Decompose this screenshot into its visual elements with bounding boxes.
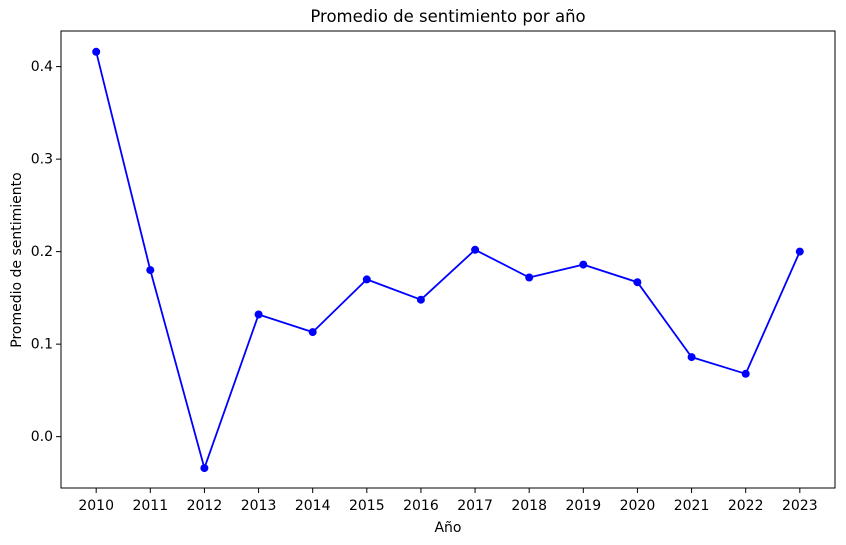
x-tick-label: 2022 [728,498,764,514]
y-tick-label: 0.3 [31,152,53,168]
data-point [254,310,263,319]
x-tick-label: 2012 [187,498,223,514]
x-tick-label: 2018 [511,498,547,514]
x-tick-label: 2020 [620,498,656,514]
x-axis-label: Año [434,520,461,536]
x-tick-label: 2016 [403,498,439,514]
data-line [95,50,801,470]
data-point [146,266,155,275]
y-tick-label: 0.1 [31,337,53,353]
data-point [416,295,425,304]
x-tick-label: 2014 [295,498,331,514]
data-point [308,328,317,337]
y-axis-label: Promedio de sentimiento [9,172,25,347]
data-point [687,353,696,362]
chart-title: Promedio de sentimiento por año [310,7,585,26]
y-tick-label: 0.0 [31,429,53,445]
data-point [200,464,209,473]
x-tick-label: 2021 [674,498,710,514]
y-tick-label: 0.4 [31,59,53,75]
x-tick-label: 2015 [349,498,385,514]
plot-area [60,30,836,489]
data-point [579,260,588,269]
axis-tick-labels: 2010 2011 2012 2013 2014 2015 2016 2017 2018 2019… [31,59,818,514]
data-point [525,273,534,282]
x-tick-label: 2023 [782,498,818,514]
x-tick-label: 2013 [241,498,277,514]
x-tick-label: 2010 [78,498,114,514]
axis-ticks [56,66,801,493]
data-point [92,47,101,56]
data-series [92,47,804,473]
data-point [471,245,480,254]
y-tick-label: 0.2 [31,244,53,260]
data-point [741,369,750,378]
data-point [633,278,642,287]
x-tick-label: 2017 [457,498,493,514]
data-point [795,247,804,256]
x-tick-label: 2019 [565,498,601,514]
x-tick-label: 2011 [132,498,168,514]
data-point [362,275,371,284]
